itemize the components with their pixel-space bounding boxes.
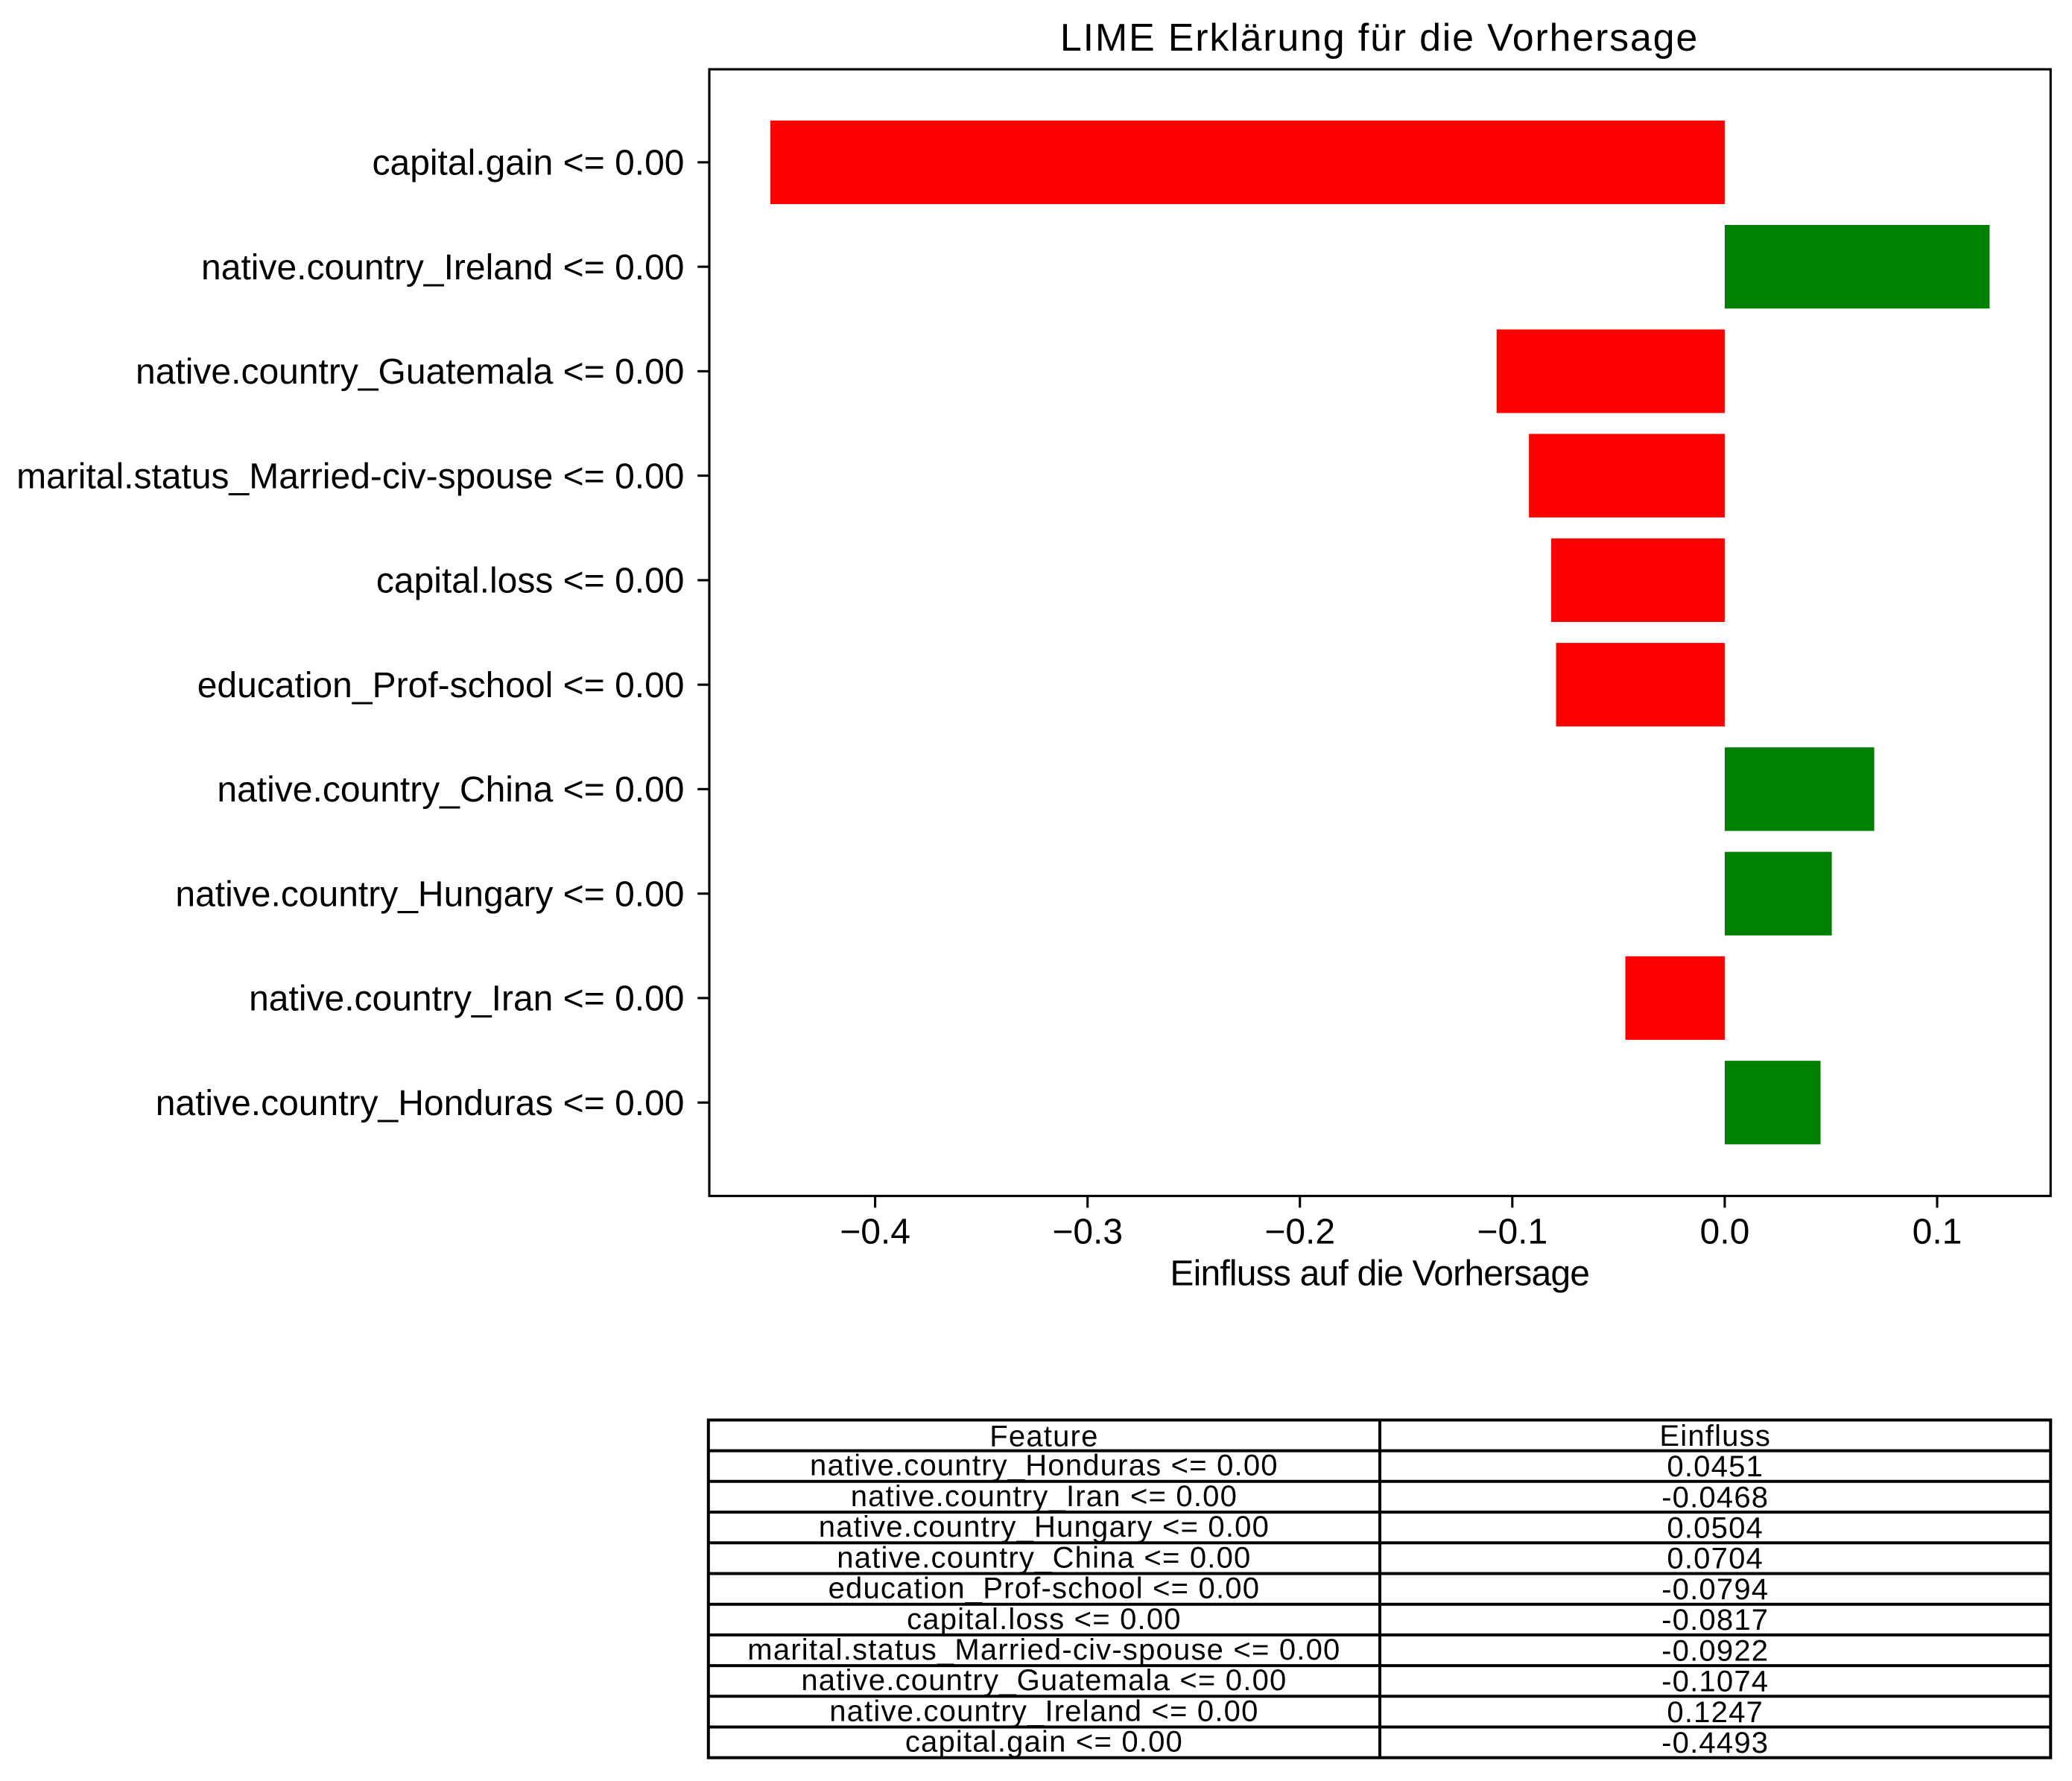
svg-text:−0.2: −0.2	[1264, 1213, 1335, 1252]
svg-text:education_Prof-school <= 0.00: education_Prof-school <= 0.00	[829, 1572, 1261, 1605]
svg-text:−0.4: −0.4	[840, 1213, 910, 1252]
svg-text:capital.gain <= 0.00: capital.gain <= 0.00	[905, 1726, 1183, 1759]
svg-text:native.country_Honduras <= 0.0: native.country_Honduras <= 0.00	[810, 1450, 1279, 1482]
svg-text:capital.loss <= 0.00: capital.loss <= 0.00	[907, 1603, 1182, 1636]
svg-text:education_Prof-school <= 0.00: education_Prof-school <= 0.00	[197, 666, 685, 705]
svg-text:0.1: 0.1	[1913, 1213, 1962, 1252]
svg-text:LIME Erklärung für die Vorhers: LIME Erklärung für die Vorhersage	[1060, 16, 1699, 60]
svg-text:marital.status_Married-civ-spo: marital.status_Married-civ-spouse <= 0.0…	[16, 457, 684, 496]
svg-text:native.country_China <= 0.00: native.country_China <= 0.00	[837, 1541, 1251, 1574]
svg-text:−0.3: −0.3	[1052, 1213, 1123, 1252]
svg-text:native.country_Guatemala <= 0.: native.country_Guatemala <= 0.00	[136, 352, 684, 392]
svg-text:0.0451: 0.0451	[1667, 1450, 1764, 1483]
svg-text:0.0504: 0.0504	[1667, 1512, 1764, 1545]
svg-text:native.country_Ireland <= 0.00: native.country_Ireland <= 0.00	[201, 248, 684, 288]
svg-text:native.country_Iran <= 0.00: native.country_Iran <= 0.00	[851, 1480, 1238, 1513]
svg-text:0.0: 0.0	[1700, 1213, 1750, 1252]
svg-text:native.country_Honduras <= 0.0: native.country_Honduras <= 0.00	[156, 1084, 685, 1123]
svg-text:Feature: Feature	[989, 1420, 1098, 1453]
svg-text:capital.gain <= 0.00: capital.gain <= 0.00	[373, 144, 685, 183]
svg-text:-0.0817: -0.0817	[1661, 1604, 1769, 1636]
svg-text:capital.loss <= 0.00: capital.loss <= 0.00	[376, 562, 685, 601]
svg-text:native.country_Hungary <= 0.00: native.country_Hungary <= 0.00	[175, 875, 684, 915]
svg-text:Einfluss auf die Vorhersage: Einfluss auf die Vorhersage	[1170, 1254, 1589, 1294]
svg-text:0.0704: 0.0704	[1667, 1543, 1764, 1575]
svg-text:-0.0922: -0.0922	[1661, 1634, 1769, 1667]
svg-text:native.country_Iran <= 0.00: native.country_Iran <= 0.00	[249, 980, 684, 1019]
svg-text:-0.1074: -0.1074	[1661, 1666, 1769, 1698]
svg-text:native.country_Guatemala <= 0.: native.country_Guatemala <= 0.00	[801, 1664, 1287, 1697]
svg-text:Einfluss: Einfluss	[1659, 1420, 1771, 1453]
svg-text:-0.4493: -0.4493	[1661, 1727, 1769, 1759]
svg-text:native.country_Ireland <= 0.00: native.country_Ireland <= 0.00	[829, 1695, 1258, 1727]
svg-text:-0.0468: -0.0468	[1661, 1481, 1769, 1514]
svg-text:−0.1: −0.1	[1477, 1213, 1547, 1252]
svg-text:marital.status_Married-civ-spo: marital.status_Married-civ-spouse <= 0.0…	[747, 1634, 1340, 1666]
svg-text:-0.0794: -0.0794	[1661, 1573, 1769, 1606]
svg-text:native.country_Hungary <= 0.00: native.country_Hungary <= 0.00	[819, 1511, 1270, 1543]
svg-text:native.country_China <= 0.00: native.country_China <= 0.00	[217, 770, 684, 810]
svg-text:0.1247: 0.1247	[1667, 1696, 1764, 1729]
